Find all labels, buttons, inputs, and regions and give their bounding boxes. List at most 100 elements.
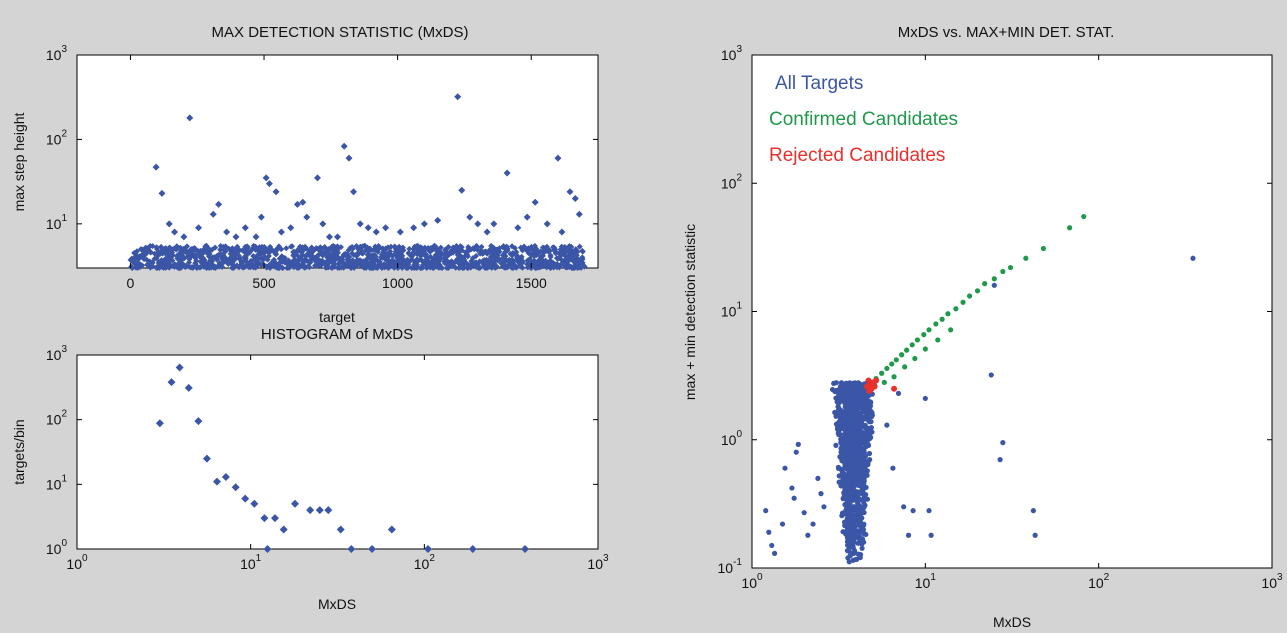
data-point-all-targets xyxy=(901,504,907,510)
cluster-point xyxy=(202,243,209,250)
cluster-point xyxy=(846,469,852,475)
cluster-point xyxy=(843,446,849,452)
cluster-point xyxy=(227,250,234,257)
cluster-point xyxy=(856,433,862,439)
cluster-point xyxy=(861,408,867,414)
cluster-point xyxy=(547,252,554,259)
data-point xyxy=(454,93,462,101)
cluster-point xyxy=(850,411,856,417)
cluster-point xyxy=(861,494,868,501)
cluster-point xyxy=(838,407,844,413)
cluster-point xyxy=(155,259,162,266)
cluster-point xyxy=(168,246,175,253)
cluster-point xyxy=(474,247,481,254)
cluster-point xyxy=(831,380,837,386)
cluster-point xyxy=(448,248,455,255)
legend: All Targets Confirmed Candidates Rejecte… xyxy=(769,73,958,166)
cluster-point xyxy=(233,249,240,256)
cluster-point xyxy=(272,251,279,258)
cluster-point xyxy=(863,531,869,538)
cluster-point xyxy=(144,245,151,252)
cluster-point xyxy=(855,456,862,462)
cluster-point xyxy=(445,243,452,250)
cluster-point xyxy=(855,492,861,498)
cluster-point xyxy=(405,261,412,268)
data-point xyxy=(483,228,491,236)
data-point xyxy=(262,174,270,182)
cluster-point xyxy=(857,519,863,525)
cluster-point xyxy=(362,242,369,249)
cluster-point xyxy=(178,250,185,257)
cluster-point xyxy=(868,419,874,425)
x-tick-label: 103 xyxy=(587,553,609,572)
cluster-point xyxy=(278,246,285,253)
data-point xyxy=(241,224,249,232)
cluster-point xyxy=(868,414,875,420)
data-point-confirmed xyxy=(960,299,966,305)
data-point-confirmed xyxy=(935,337,941,343)
data-point-confirmed xyxy=(921,332,927,338)
cluster-point xyxy=(399,246,406,253)
cluster-point xyxy=(225,245,232,252)
cluster-point xyxy=(554,255,561,262)
cluster-point xyxy=(469,255,476,262)
cluster-point xyxy=(859,438,866,444)
x-axis-label: MxDS xyxy=(318,596,356,612)
data-point xyxy=(195,224,203,232)
data-point-all-targets xyxy=(928,532,934,538)
cluster-point xyxy=(565,255,572,262)
cluster-point xyxy=(306,248,313,255)
cluster-point xyxy=(851,449,857,455)
cluster-point xyxy=(504,264,511,271)
data-point-confirmed xyxy=(922,346,928,352)
cluster-point xyxy=(847,521,853,527)
cluster-point xyxy=(358,263,365,270)
data-point xyxy=(424,545,433,553)
cluster-point xyxy=(388,243,395,250)
cluster-point xyxy=(266,262,273,269)
cluster-point xyxy=(437,255,444,262)
data-point xyxy=(514,224,522,232)
data-point xyxy=(474,220,482,228)
cluster-point xyxy=(842,522,848,529)
cluster-point xyxy=(217,246,224,253)
cluster-point xyxy=(851,386,857,392)
data-point xyxy=(523,213,531,221)
data-point-all-targets xyxy=(815,475,821,481)
cluster-point xyxy=(177,263,184,270)
data-point-confirmed xyxy=(902,364,908,370)
data-point xyxy=(325,233,333,241)
chart-max-detection-statistic: MAX DETECTION STATISTIC (MxDS) 0 500 1000 1… xyxy=(11,24,599,325)
cluster-point xyxy=(452,264,459,271)
cluster-point xyxy=(865,441,871,448)
cluster-point xyxy=(859,451,866,457)
cluster-point xyxy=(851,436,857,443)
cluster-point xyxy=(847,490,853,496)
cluster-point xyxy=(220,247,227,254)
data-point-confirmed xyxy=(939,316,945,322)
cluster-point xyxy=(847,501,853,507)
cluster-point xyxy=(562,264,569,271)
cluster-point xyxy=(380,252,387,259)
cluster-point xyxy=(862,433,868,439)
cluster-point xyxy=(860,527,866,533)
cluster-point xyxy=(164,250,171,257)
data-point xyxy=(241,494,250,503)
cluster-point xyxy=(465,264,472,271)
data-point xyxy=(263,545,272,553)
cluster-point xyxy=(861,423,867,429)
cluster-point xyxy=(258,261,265,268)
x-tick-label: 500 xyxy=(252,275,276,291)
cluster-point xyxy=(857,554,863,560)
data-point xyxy=(293,200,301,208)
data-point xyxy=(334,233,341,241)
cluster-point xyxy=(508,257,515,264)
cluster-point xyxy=(550,244,557,251)
x-tick-label: 0 xyxy=(127,275,135,291)
cluster-point xyxy=(271,259,278,266)
cluster-point xyxy=(845,386,851,392)
data-point-all-targets xyxy=(821,504,827,510)
cluster-point xyxy=(867,430,873,437)
